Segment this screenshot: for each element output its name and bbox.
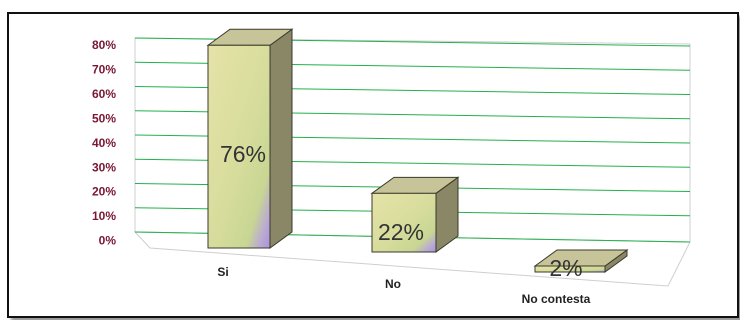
x-tick-label: No contesta: [522, 292, 591, 306]
data-labels: 76% 22% 2%: [220, 141, 583, 281]
chart-border: [7, 12, 739, 318]
bar: [370, 176, 460, 253]
bar: [206, 28, 294, 249]
data-label: 22%: [378, 219, 424, 245]
y-tick-label: 80%: [92, 38, 116, 52]
y-tick-label: 10%: [92, 209, 116, 223]
bar-front-face: [534, 265, 606, 273]
bar: [533, 249, 629, 273]
bar-front-face: [371, 192, 437, 253]
data-label: 76%: [220, 141, 266, 167]
bar-front-face: [207, 44, 271, 249]
y-tick-label: 0%: [99, 234, 117, 248]
y-tick-label: 70%: [92, 62, 116, 76]
x-tick-label: Si: [217, 265, 228, 279]
y-tick-label: 20%: [92, 185, 116, 199]
bar-side-face: [269, 28, 293, 249]
y-axis-ticks: 0% 10% 20% 30% 40% 50% 60% 70% 80%: [92, 38, 116, 248]
data-label: 2%: [549, 255, 582, 281]
x-axis-ticks: Si No No contesta: [217, 265, 590, 306]
y-tick-label: 40%: [92, 136, 116, 150]
y-tick-label: 30%: [92, 160, 116, 174]
y-tick-label: 60%: [92, 87, 116, 101]
x-tick-label: No: [385, 277, 401, 291]
bars: [206, 28, 629, 273]
y-tick-label: 50%: [92, 111, 116, 125]
